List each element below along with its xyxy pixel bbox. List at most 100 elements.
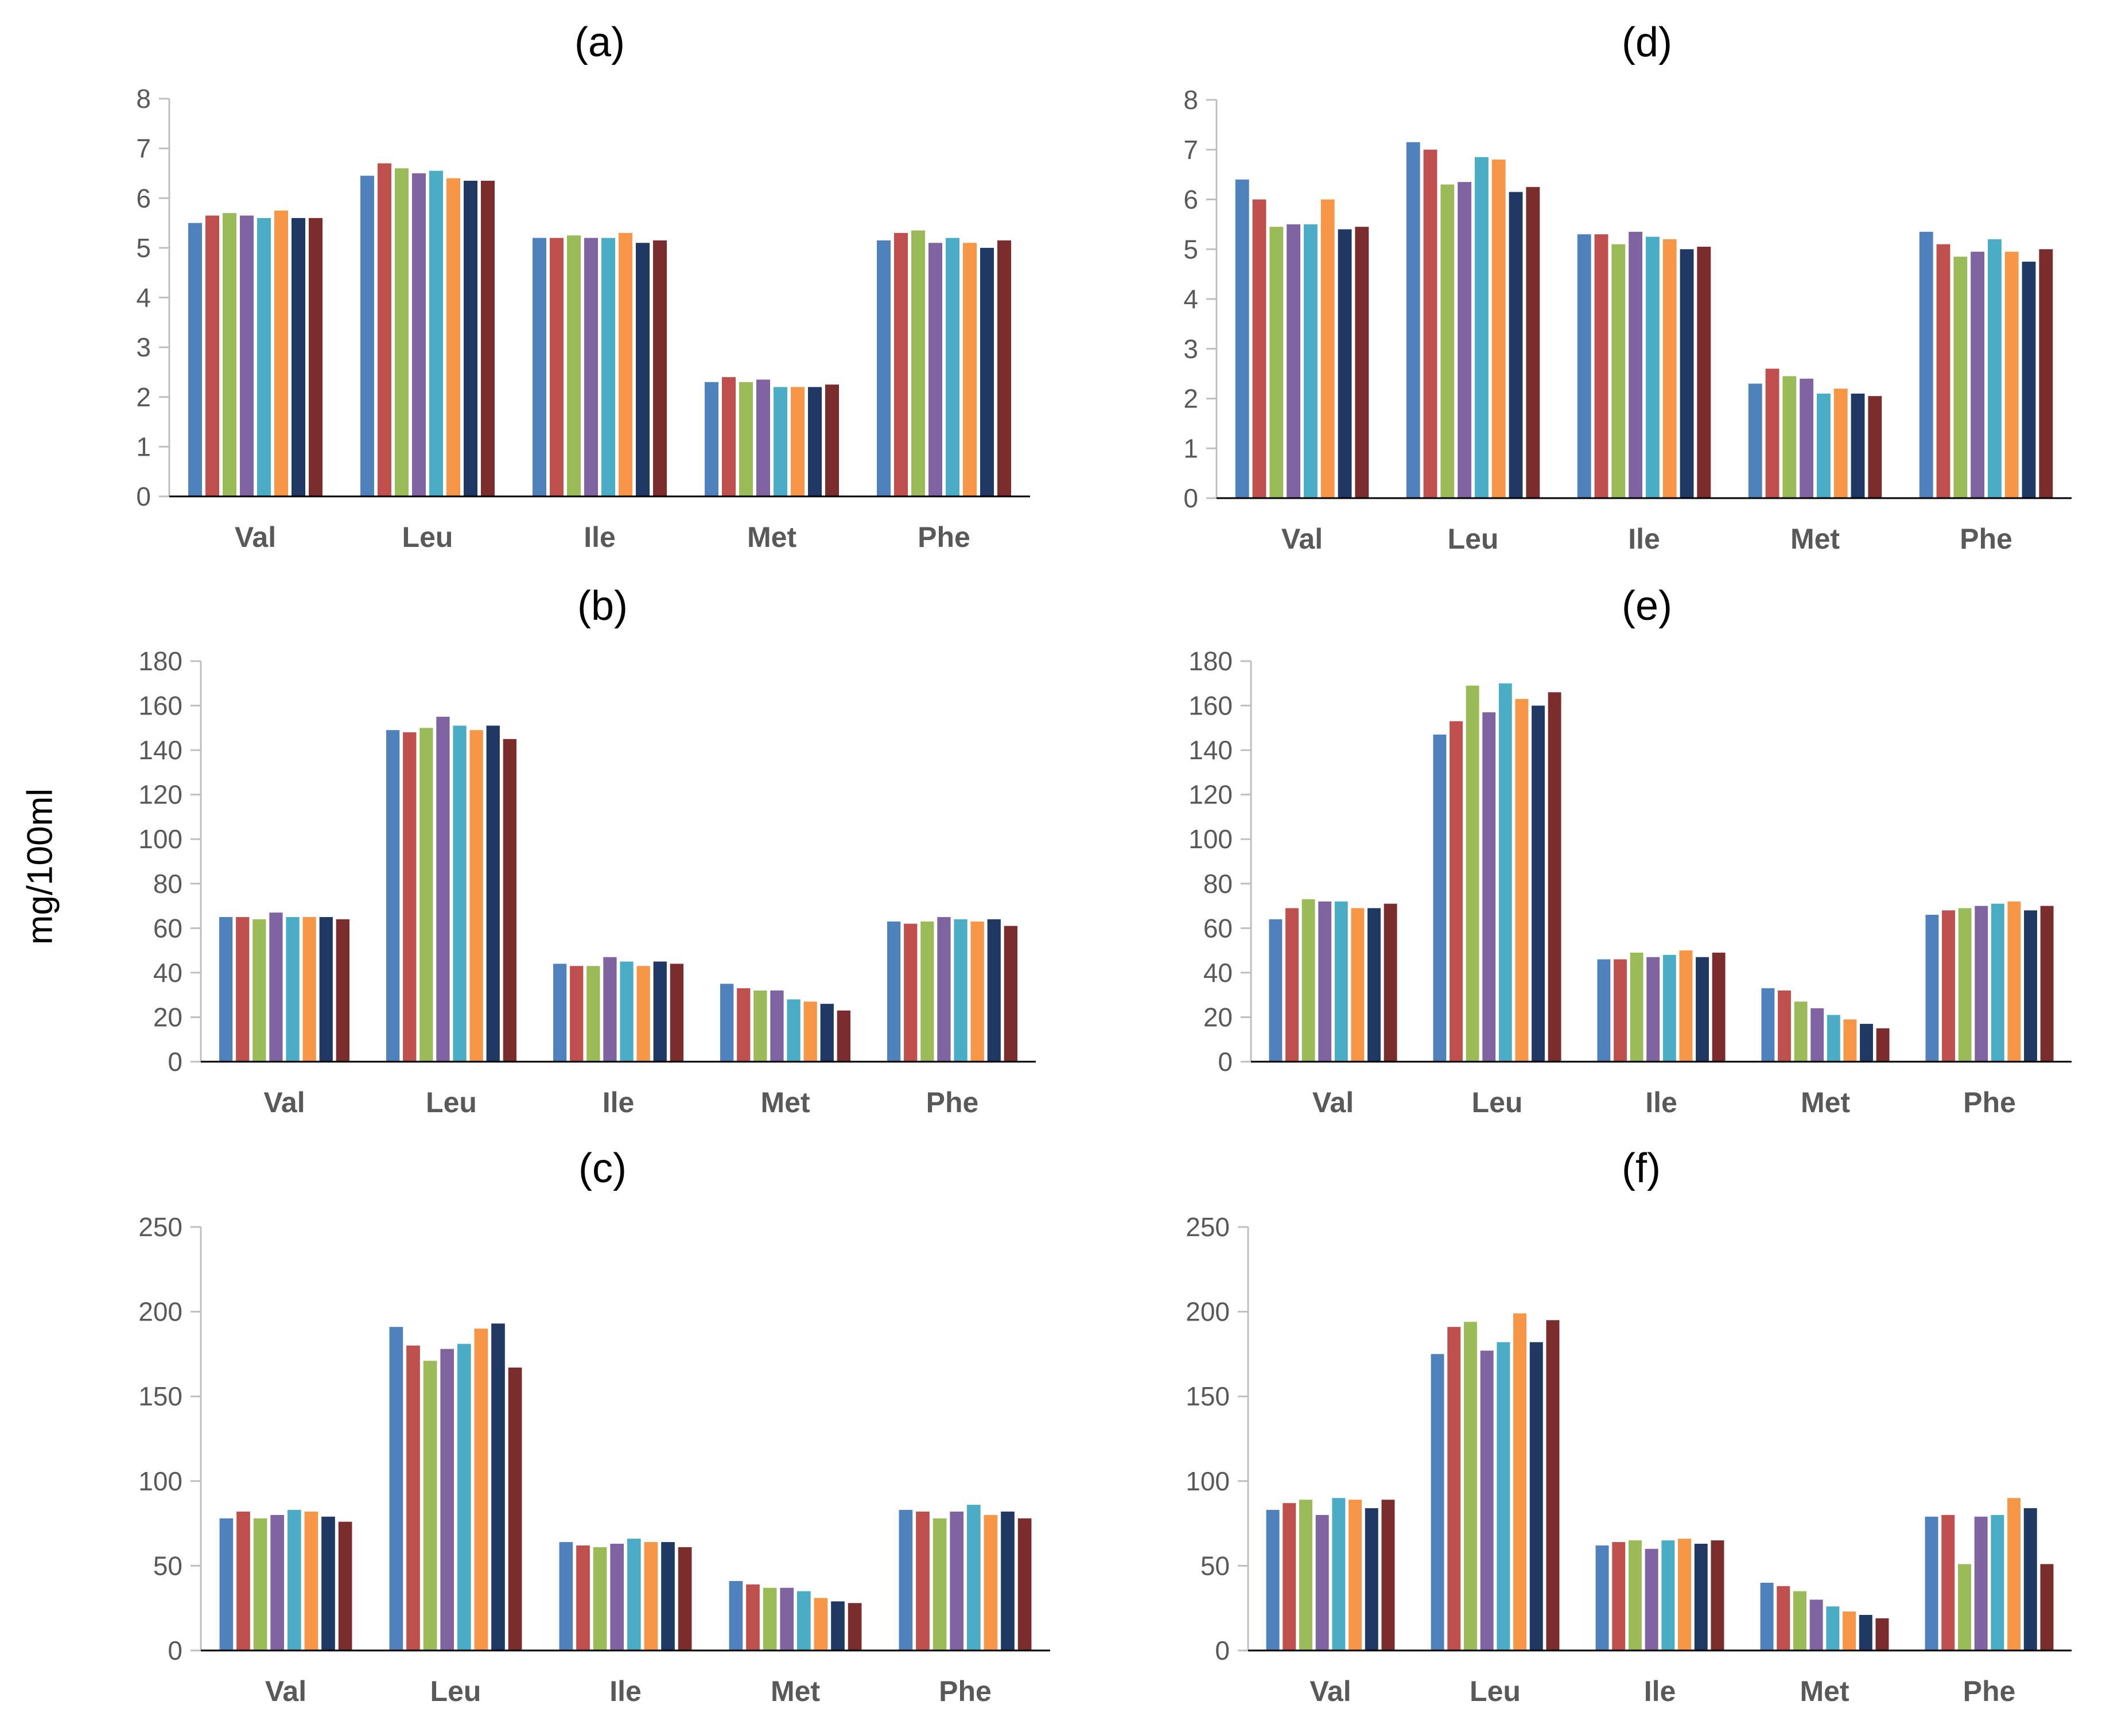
bar	[508, 1368, 522, 1650]
bar	[1936, 244, 1951, 498]
y-tick-label: 250	[138, 1212, 182, 1242]
bar	[1975, 906, 1988, 1062]
bar	[550, 238, 564, 496]
bar	[205, 215, 219, 496]
bar	[966, 1505, 981, 1650]
bar	[236, 1511, 250, 1650]
bar	[1680, 249, 1694, 498]
bar	[446, 178, 460, 497]
category-label: Leu	[1470, 1675, 1521, 1707]
bar	[756, 379, 770, 496]
category-label: Phe	[918, 521, 970, 553]
bar	[1349, 1500, 1362, 1650]
bar	[729, 1580, 743, 1650]
bar	[1365, 1508, 1378, 1650]
y-tick-label: 180	[1188, 646, 1233, 676]
bar	[1351, 908, 1365, 1062]
bar	[1515, 698, 1529, 1062]
bar	[1287, 224, 1301, 498]
y-tick-label: 80	[153, 869, 182, 899]
bar	[1800, 378, 1814, 498]
bar	[644, 1542, 658, 1650]
bar	[787, 999, 801, 1062]
chart-panel: (e) 0 20 40 60 80 100 120 140 160 180 Val Leu Ile Met P…	[1188, 583, 2072, 1119]
category-label: Ile	[1644, 1675, 1676, 1707]
bar	[1809, 1599, 1823, 1650]
bar	[670, 964, 683, 1062]
bar	[1269, 227, 1284, 498]
bar	[436, 716, 450, 1062]
bar	[653, 240, 667, 496]
bar	[1953, 257, 1968, 498]
y-tick-label: 3	[136, 332, 151, 362]
bar	[1440, 184, 1455, 499]
y-tick-label: 100	[1188, 824, 1233, 854]
bar	[440, 1349, 454, 1650]
y-tick-label: 120	[138, 780, 182, 810]
bar	[987, 919, 1001, 1062]
bar	[503, 739, 516, 1062]
bar	[1794, 1001, 1808, 1062]
bar	[1957, 1564, 1971, 1650]
bar	[257, 218, 271, 496]
category-label: Leu	[1448, 523, 1499, 555]
category-label: Ile	[1645, 1086, 1677, 1119]
bar	[286, 916, 300, 1062]
bar	[1833, 389, 1848, 498]
bar	[1760, 1582, 1774, 1650]
bar	[576, 1545, 590, 1650]
bar	[1678, 1539, 1692, 1650]
y-tick-label: 6	[136, 183, 151, 213]
bar	[1338, 229, 1352, 498]
bar	[780, 1587, 794, 1650]
bar	[737, 988, 751, 1062]
bar	[1868, 396, 1882, 498]
bar	[937, 916, 951, 1062]
category-label: Val	[265, 1675, 306, 1707]
bar	[1017, 1518, 1032, 1650]
y-tick-label: 0	[1183, 483, 1198, 513]
bar	[1318, 901, 1332, 1062]
category-label: Met	[1801, 1086, 1850, 1119]
bar	[1694, 1544, 1708, 1650]
bar	[1235, 179, 1249, 498]
y-tick-label: 50	[153, 1551, 182, 1580]
y-tick-label: 5	[136, 233, 151, 263]
bar	[1630, 952, 1643, 1062]
bar	[814, 1598, 828, 1650]
y-tick-label: 160	[138, 691, 182, 721]
bar	[678, 1547, 692, 1650]
bar	[2007, 901, 2021, 1062]
bar	[1645, 236, 1660, 498]
bar	[1546, 1320, 1560, 1650]
bar	[1843, 1019, 1857, 1062]
bar	[1765, 368, 1779, 498]
bar	[1482, 712, 1496, 1062]
bar	[1004, 926, 1017, 1062]
bar	[406, 1345, 420, 1650]
bar	[1711, 1540, 1724, 1650]
bar	[1367, 908, 1381, 1062]
chart-panel: (a) 0 1 2 3 4 5 6 7 8 Val Leu Ile Met Phe	[136, 20, 1030, 553]
bar	[1974, 1516, 1988, 1650]
category-label: Met	[771, 1675, 820, 1707]
y-tick-label: 7	[1183, 135, 1198, 165]
bar	[1301, 899, 1315, 1062]
bar	[570, 966, 584, 1062]
bar	[553, 964, 567, 1062]
bar	[984, 1514, 998, 1650]
bar	[980, 247, 994, 496]
bar	[1971, 251, 1985, 498]
y-tick-label: 50	[1200, 1551, 1230, 1580]
y-tick-label: 60	[153, 913, 182, 943]
y-tick-label: 80	[1203, 869, 1233, 899]
bar	[2004, 251, 2019, 498]
bar	[1423, 149, 1437, 498]
bar	[1679, 950, 1693, 1062]
bar	[464, 180, 477, 496]
bar	[705, 382, 718, 496]
bar	[1577, 234, 1591, 498]
bar	[831, 1601, 845, 1650]
bar	[1859, 1615, 1872, 1650]
bar	[1320, 199, 1335, 498]
